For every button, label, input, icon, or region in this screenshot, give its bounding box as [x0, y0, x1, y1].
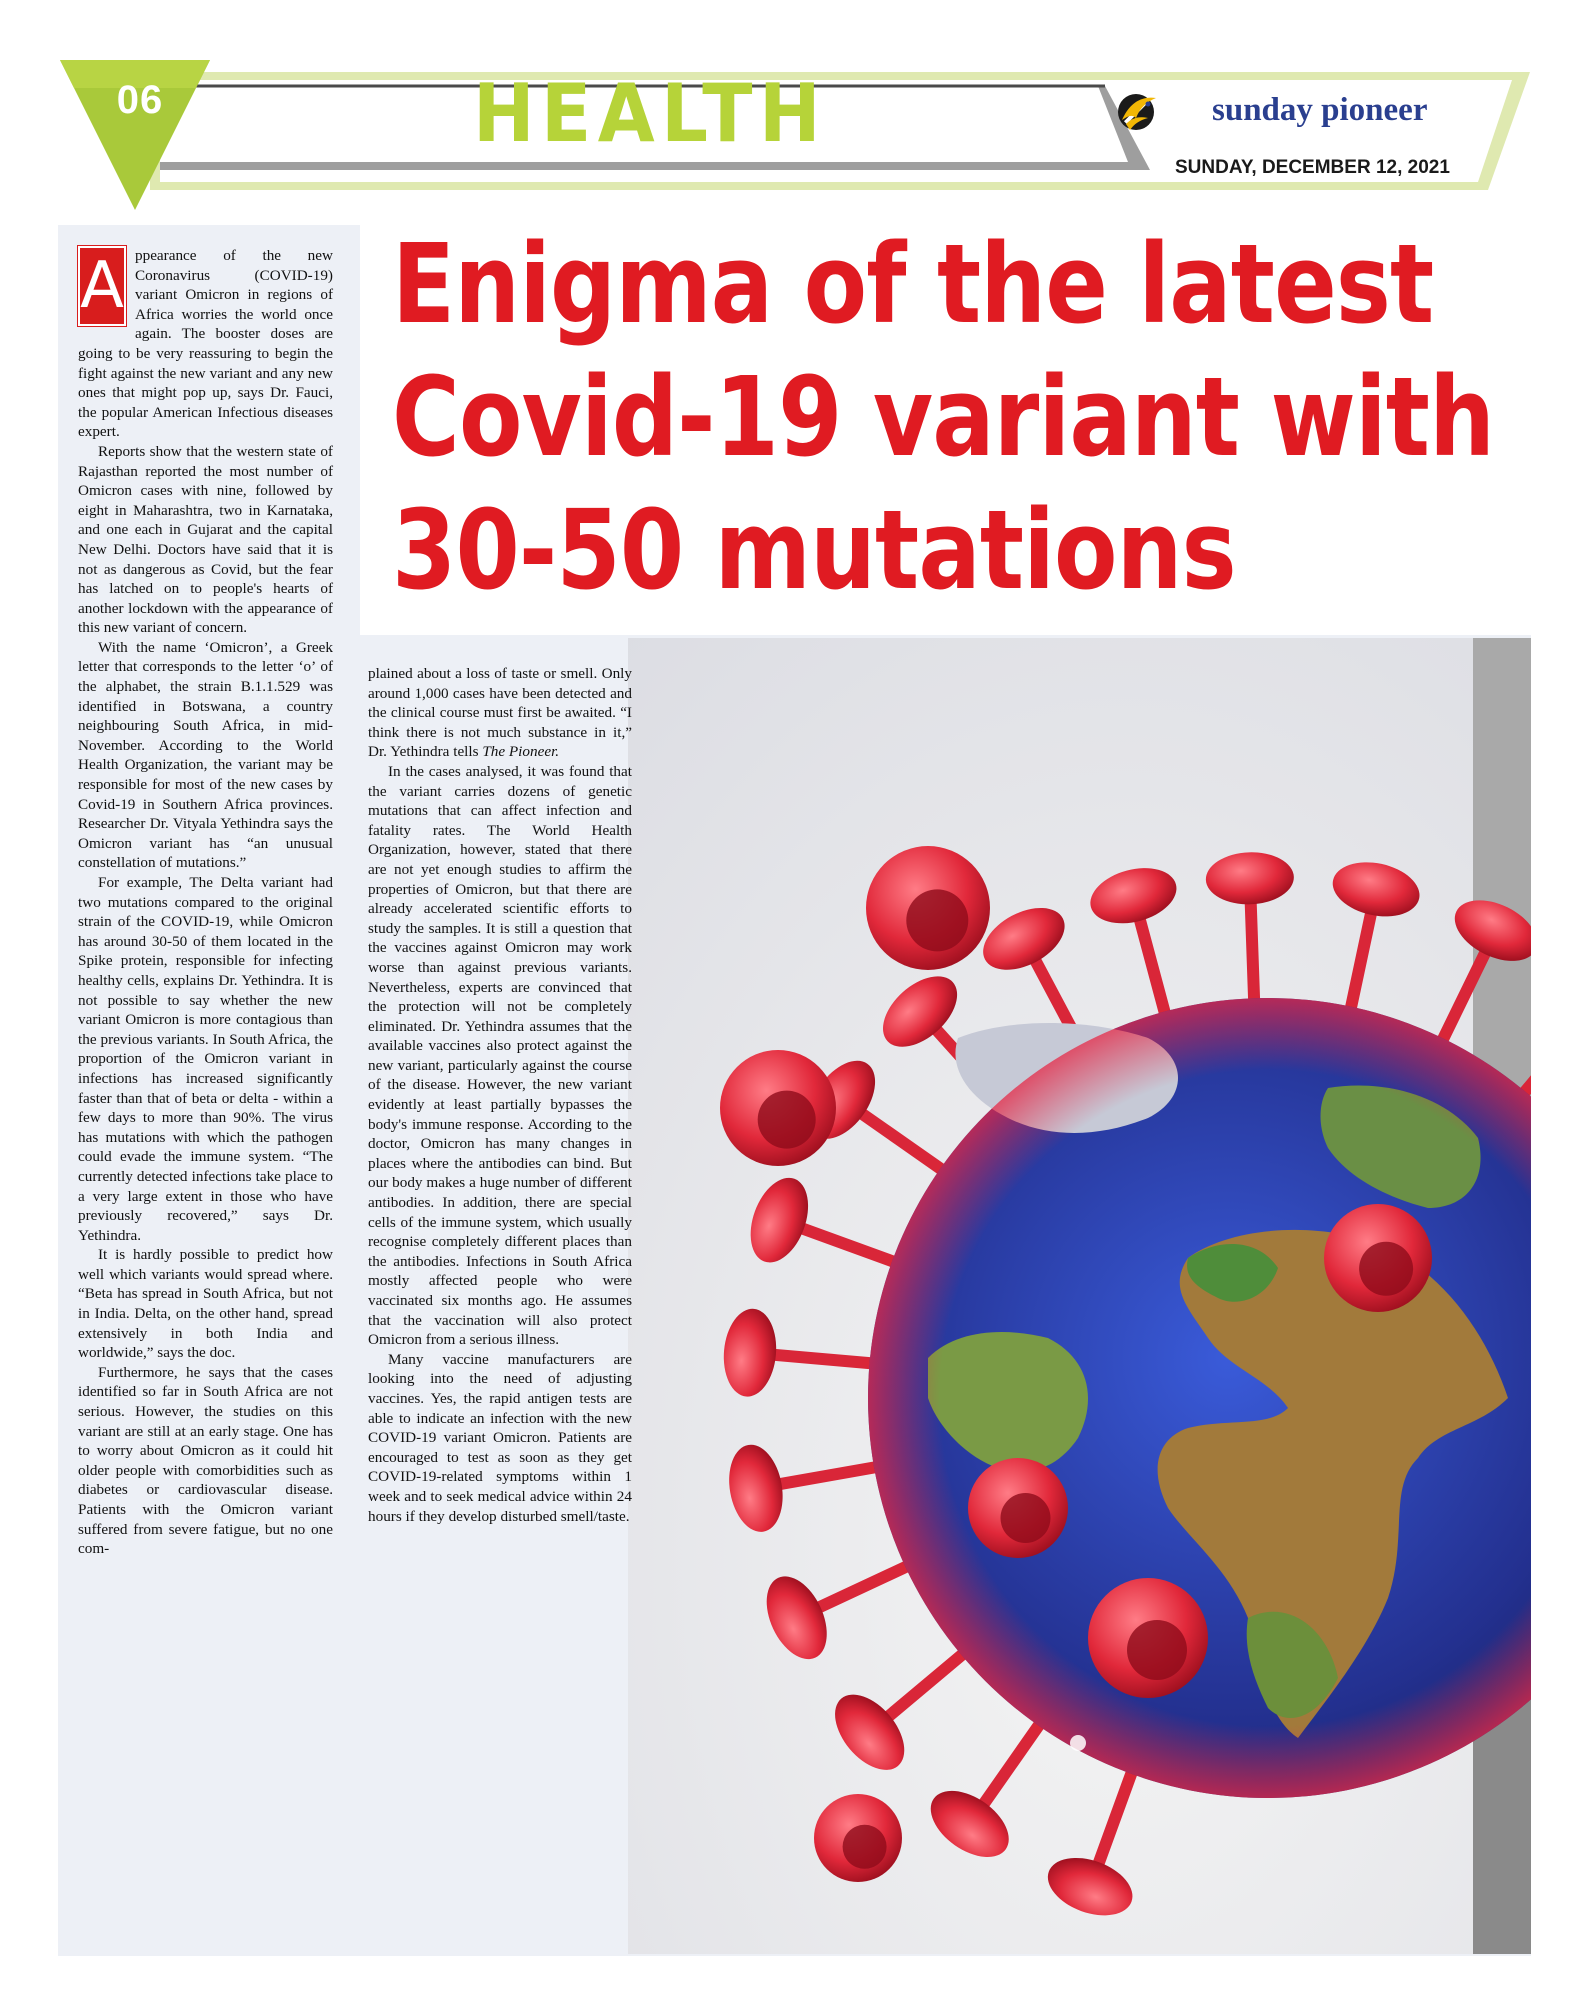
spike-head — [766, 1576, 827, 1660]
spike-head — [883, 976, 958, 1047]
spike-head — [723, 1308, 777, 1397]
article-headline: Enigma of the latest Covid-19 variant wi… — [392, 218, 1551, 617]
headline-line-3: 30-50 mutations — [392, 486, 1237, 614]
virus-globe-illustration — [628, 638, 1531, 1954]
spike-head — [750, 1177, 809, 1263]
paragraph-text: ppearance of the new Coronavirus (COVID-… — [78, 247, 333, 441]
drop-cap: A — [78, 246, 126, 326]
spike-head-core — [842, 1824, 887, 1869]
spike-head-core — [1359, 1241, 1414, 1296]
headline-line-2: Covid-19 variant with — [392, 353, 1495, 481]
paragraph: Furthermore, he says that the cases iden… — [78, 1363, 333, 1558]
spike-head — [835, 1694, 905, 1770]
publication-logo: sunday pioneer — [1118, 90, 1468, 150]
virus-spike-heads — [720, 846, 1432, 1882]
spike-head — [1047, 1857, 1133, 1916]
spike-head — [1205, 852, 1294, 905]
page-header: 06 HEALTH sunday pioneer SUNDAY, DECEMBE… — [0, 0, 1595, 210]
paragraph: Many vaccine manufacturers are looking i… — [368, 1350, 632, 1525]
paragraph-text: plained about a loss of taste or smell. … — [368, 665, 632, 761]
spike-head-core — [1127, 1620, 1187, 1680]
page-number: 06 — [116, 78, 164, 122]
spike-head — [1454, 900, 1531, 961]
paragraph: In the cases analysed, it was found that… — [368, 762, 632, 1349]
issue-date: SUNDAY, DECEMBER 12, 2021 — [1175, 157, 1450, 178]
spike-head — [930, 1790, 1009, 1857]
section-title: HEALTH — [473, 67, 827, 160]
spike-head — [1332, 862, 1420, 917]
paragraph: For example, The Delta variant had two m… — [78, 874, 333, 1244]
bird-logo-icon — [1122, 97, 1156, 130]
spike-head-core — [1000, 1493, 1051, 1543]
publication-reference: The Pioneer. — [482, 743, 560, 761]
headline-background — [360, 225, 1531, 635]
spike-head — [983, 907, 1065, 970]
article-column-middle: plained about a loss of taste or smell. … — [368, 664, 632, 1526]
headline-line-1: Enigma of the latest — [392, 220, 1434, 348]
spike-head-core — [757, 1090, 816, 1149]
publication-name: sunday pioneer — [1212, 92, 1428, 128]
spike-head-core — [906, 889, 969, 952]
paragraph: It is hardly possible to predict how wel… — [78, 1246, 333, 1362]
header-banner-graphic — [60, 60, 1530, 210]
spike-head — [1090, 868, 1177, 924]
spike-head — [729, 1444, 783, 1532]
paragraph: Reports show that the western state of R… — [78, 442, 333, 637]
paragraph: With the name ‘Omicron’, a Greek letter … — [78, 638, 333, 872]
paragraph: plained about a loss of taste or smell. … — [368, 664, 632, 762]
